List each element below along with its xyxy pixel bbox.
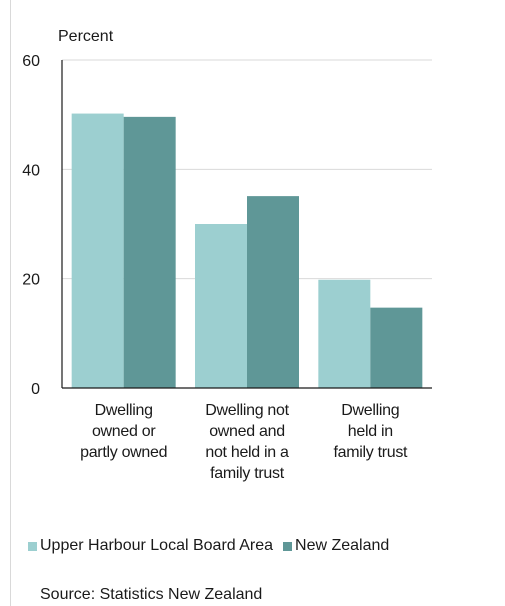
category-label-0: Dwelling owned or partly owned (59, 400, 189, 463)
legend: Upper Harbour Local Board Area New Zeala… (28, 537, 399, 555)
bar-upper-harbour-1 (195, 224, 247, 388)
category-label-line: family trust (333, 444, 408, 461)
bar-upper-harbour-0 (71, 113, 124, 388)
legend-label-upper-harbour: Upper Harbour Local Board Area (40, 537, 274, 554)
bar-upper-harbour-2 (318, 279, 371, 388)
bar-new-zealand-2 (370, 307, 423, 388)
left-border-rule (10, 0, 11, 606)
category-label-1: Dwelling not owned and not held in a family… (182, 400, 312, 484)
y-tick-label-60: 60 (22, 53, 40, 70)
legend-label-new-zealand: New Zealand (295, 537, 390, 554)
category-label-line: Dwelling (94, 402, 153, 419)
y-tick-label-0: 0 (31, 381, 40, 398)
category-label-line: Dwelling (341, 402, 400, 419)
category-label-2: Dwelling held in family trust (305, 400, 435, 463)
source-note: Source: Statistics New Zealand (40, 586, 263, 603)
category-label-line: not held in a (205, 444, 289, 461)
category-label-line: partly owned (80, 444, 168, 461)
category-label-line: owned or (91, 423, 156, 440)
legend-swatch-upper-harbour (28, 541, 37, 551)
category-label-line: Dwelling not (205, 402, 289, 419)
y-tick-label-20: 20 (22, 272, 40, 289)
category-label-line: owned and (209, 423, 285, 440)
bar-new-zealand-1 (247, 196, 299, 388)
category-label-line: family trust (210, 465, 284, 482)
category-label-line: held in (347, 423, 393, 440)
bar-new-zealand-0 (123, 116, 176, 388)
legend-item-upper-harbour: Upper Harbour Local Board Area (28, 537, 273, 555)
y-axis-label: Percent (58, 28, 114, 45)
legend-item-new-zealand: New Zealand (283, 537, 389, 555)
y-tick-label-40: 40 (22, 162, 40, 179)
legend-swatch-new-zealand (283, 541, 293, 551)
